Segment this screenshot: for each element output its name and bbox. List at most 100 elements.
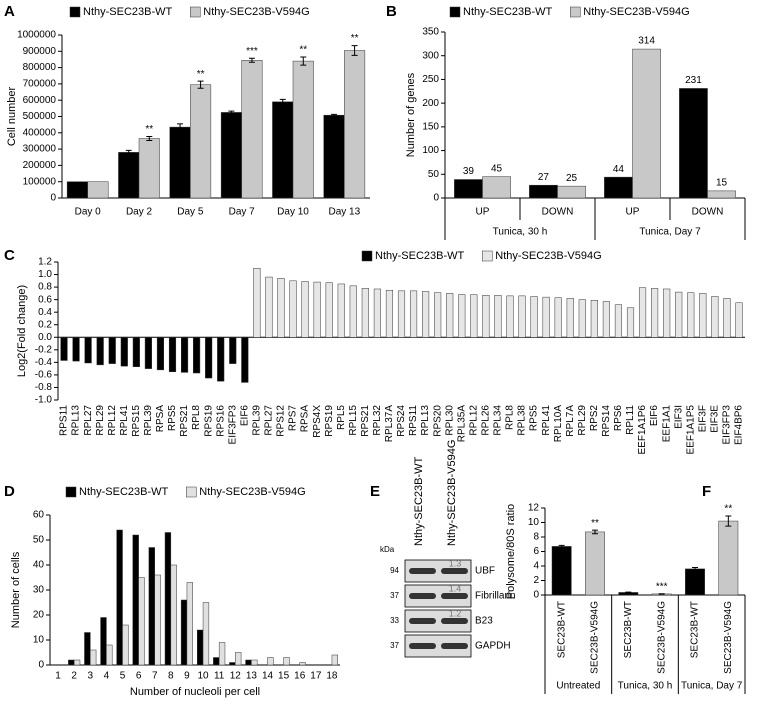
bar [687, 292, 695, 338]
y-tick-label: 50 [428, 169, 440, 180]
group-label: Untreated [556, 681, 600, 692]
x-tick-label: RPS21 [179, 405, 190, 437]
data-label: 45 [491, 163, 503, 174]
y-tick-label: 40 [33, 560, 45, 571]
x-tick-label: RPL13 [71, 405, 82, 436]
bar [446, 293, 454, 338]
panel-letter: F [702, 483, 711, 500]
x-tick-label: RPL5 [336, 405, 347, 430]
lane-label: Nthy-SEC23B-V594G [446, 440, 458, 546]
error-bar [125, 149, 132, 155]
y-tick-label: 400000 [23, 127, 57, 138]
blot-panel [404, 609, 472, 633]
x-tick-label: 13 [246, 671, 258, 682]
y-tick-label: -0.4 [35, 357, 53, 368]
x-tick-label: 8 [168, 671, 174, 682]
legend-swatch [69, 6, 81, 18]
x-tick-label: EIF6 [649, 405, 660, 427]
legend-label: Nthy-SEC23B-V594G [203, 6, 309, 18]
y-tick-label: 600000 [23, 95, 57, 106]
x-tick-label: RPL13 [420, 405, 431, 436]
legend-label: Nthy-SEC23B-WT [463, 6, 553, 18]
bar [614, 304, 623, 338]
x-tick-label: EEF1A1 [661, 405, 672, 443]
y-tick-label: -0.8 [35, 382, 53, 393]
bar [84, 337, 92, 364]
x-tick-label: 9 [184, 671, 190, 682]
x-tick-label: 3 [87, 671, 93, 682]
bar [202, 602, 210, 666]
x-tick-label: Day 7 [229, 207, 256, 218]
error-bar [228, 110, 235, 115]
y-tick-label: 60 [33, 510, 45, 521]
x-tick-label: RPL35A [456, 405, 467, 443]
x-tick-label: EIF6 [239, 405, 250, 427]
error-bar [625, 591, 632, 594]
x-tick-label: Day 10 [277, 207, 309, 218]
x-tick-label: SEC23B-WT [690, 601, 701, 658]
significance: *** [656, 581, 668, 592]
bar [397, 290, 406, 338]
bar [675, 291, 683, 338]
bar [506, 295, 514, 338]
y-tick-label: 300000 [23, 144, 57, 155]
data-label: 39 [463, 166, 475, 177]
error-bar [146, 136, 153, 141]
bar [265, 276, 273, 338]
x-tick-label: RPS5 [529, 405, 540, 432]
y-axis-label: Number of cells [10, 551, 22, 628]
bar [313, 281, 321, 338]
bar [73, 659, 81, 666]
bar [106, 644, 113, 666]
bar [554, 297, 562, 338]
y-tick-label: 0.2 [38, 319, 52, 330]
band [409, 618, 436, 624]
x-tick-label: EEF1A1P5 [685, 405, 696, 455]
y-tick-label: 4 [533, 561, 539, 572]
x-tick-label: RPL8 [191, 405, 202, 430]
bar [292, 60, 314, 199]
x-tick-label: RPL27 [83, 405, 94, 436]
blot-panel [404, 634, 472, 658]
y-tick-label: 1.0 [38, 269, 52, 280]
bar [718, 520, 739, 596]
bar [205, 337, 213, 379]
legend-swatch [449, 6, 461, 18]
y-tick-label: 0.0 [38, 332, 52, 343]
legend-label: Nthy-SEC23B-WT [83, 6, 173, 18]
x-tick-label: RPL32 [372, 405, 383, 436]
bar [60, 337, 68, 361]
bar [108, 337, 116, 364]
bar [148, 547, 155, 666]
x-tick-label: SEC23B-V594G [656, 601, 667, 674]
significance: ** [145, 124, 153, 135]
bar [557, 185, 586, 199]
data-label: 44 [613, 164, 625, 175]
error-bar [331, 113, 338, 117]
bar [68, 659, 75, 666]
bar [272, 101, 294, 199]
bar [169, 126, 191, 199]
protein-label: UBF [475, 566, 495, 577]
bar [241, 337, 249, 383]
band [409, 643, 436, 649]
x-tick-label: 5 [120, 671, 126, 682]
x-tick-label: RPL10A [553, 405, 564, 443]
blot-panel [404, 584, 472, 608]
x-tick-label: 6 [136, 671, 142, 682]
group-label: Tunica, 30 h [618, 681, 673, 692]
data-label: 314 [638, 36, 655, 47]
x-tick-label: RPL41 [541, 405, 552, 436]
x-tick-label: EIF3E [710, 405, 721, 433]
y-tick-label: 300 [422, 50, 439, 61]
bar [84, 632, 91, 666]
x-tick-label: EIF4BP6 [734, 405, 745, 445]
y-tick-label: 150 [422, 121, 439, 132]
x-tick-label: RPS7 [288, 405, 299, 432]
group-label: Tunica, Day 7 [639, 227, 701, 238]
bar [156, 337, 165, 371]
error-bar [351, 45, 358, 56]
legend-label: Nthy-SEC23B-V594G [583, 6, 689, 18]
bar [663, 288, 671, 338]
band [441, 568, 468, 574]
